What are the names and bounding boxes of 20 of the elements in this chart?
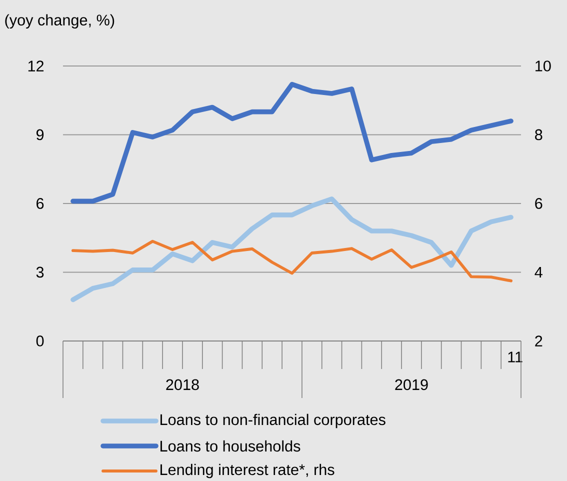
line-series [70, 82, 514, 204]
text: 2018 [166, 379, 199, 390]
y2-tick-label: 6 [535, 198, 542, 209]
x-tick-label: 11 [508, 352, 522, 362]
legend-label: Lending interest rate*, rhs [160, 464, 334, 478]
y-tick-label: 6 [36, 198, 44, 209]
line-series [70, 196, 514, 302]
y2-tick-label: 8 [535, 129, 542, 140]
y-tick-label: 12 [28, 60, 44, 72]
legend-label: Loans to non-financial corporates [160, 414, 386, 428]
line-series [71, 240, 513, 282]
y-tick-label: 9 [36, 129, 44, 140]
text: 2019 [395, 379, 428, 390]
y-tick-label: 3 [36, 266, 44, 278]
y-tick-label: 0 [36, 336, 44, 346]
y2-tick-label: 2 [535, 336, 542, 346]
y-axis-title: (yoy change, %) [5, 14, 114, 29]
legend-label: Loans to households [160, 440, 300, 452]
y2-tick-label: 10 [536, 60, 551, 72]
y2-tick-label: 4 [534, 266, 542, 278]
